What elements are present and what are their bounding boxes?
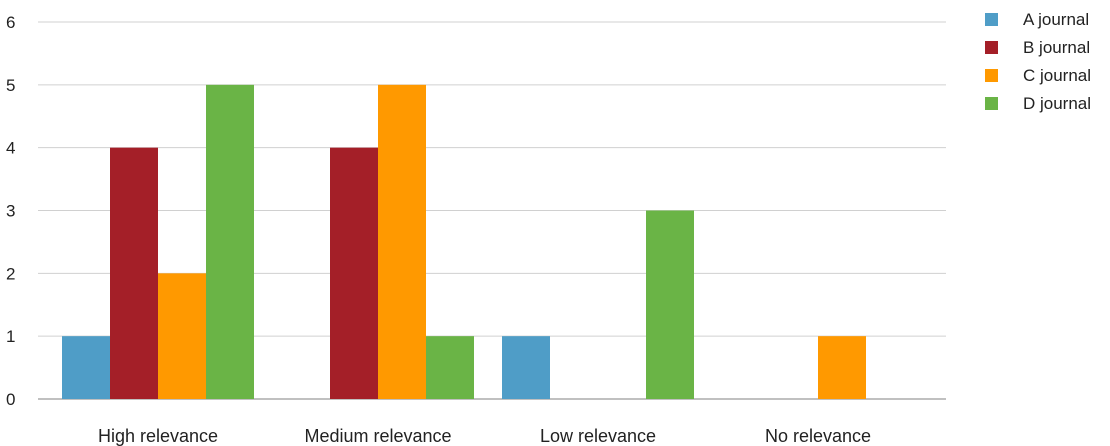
legend-swatch <box>985 97 998 110</box>
legend-swatch <box>985 41 998 54</box>
bar <box>426 336 474 399</box>
y-tick-label: 6 <box>6 13 15 32</box>
bar <box>818 336 866 399</box>
legend-item: D journal <box>985 94 1091 113</box>
x-category-label: No relevance <box>765 426 871 446</box>
y-tick-label: 1 <box>6 327 15 346</box>
legend-item: C journal <box>985 66 1091 85</box>
legend-label: D journal <box>1023 94 1091 113</box>
legend-item: B journal <box>985 38 1090 57</box>
x-category-label: High relevance <box>98 426 218 446</box>
legend-item: A journal <box>985 10 1089 29</box>
legend-label: C journal <box>1023 66 1091 85</box>
legend-swatch <box>985 13 998 26</box>
bar <box>646 210 694 399</box>
legend-swatch <box>985 69 998 82</box>
legend: A journal B journal C journal D journal <box>985 10 1091 113</box>
bar <box>110 147 158 399</box>
x-category-label: Low relevance <box>540 426 656 446</box>
y-tick-label: 5 <box>6 76 15 95</box>
bar <box>502 336 550 399</box>
y-tick-label: 2 <box>6 264 15 283</box>
y-axis-tick-labels: 0 1 2 3 4 5 6 <box>6 13 15 409</box>
y-tick-label: 3 <box>6 202 15 221</box>
bar <box>62 336 110 399</box>
bar <box>330 147 378 399</box>
y-tick-label: 4 <box>6 139 15 158</box>
bar <box>206 84 254 399</box>
y-tick-label: 0 <box>6 390 15 409</box>
legend-label: B journal <box>1023 38 1090 57</box>
bars <box>62 84 866 399</box>
x-axis-category-labels: High relevance Medium relevance Low releva… <box>98 426 871 446</box>
legend-label: A journal <box>1023 10 1089 29</box>
bar <box>158 273 206 399</box>
x-category-label: Medium relevance <box>304 426 451 446</box>
bar <box>378 84 426 399</box>
